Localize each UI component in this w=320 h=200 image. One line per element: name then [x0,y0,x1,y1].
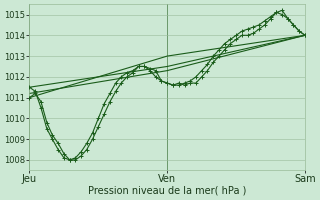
X-axis label: Pression niveau de la mer( hPa ): Pression niveau de la mer( hPa ) [88,186,246,196]
